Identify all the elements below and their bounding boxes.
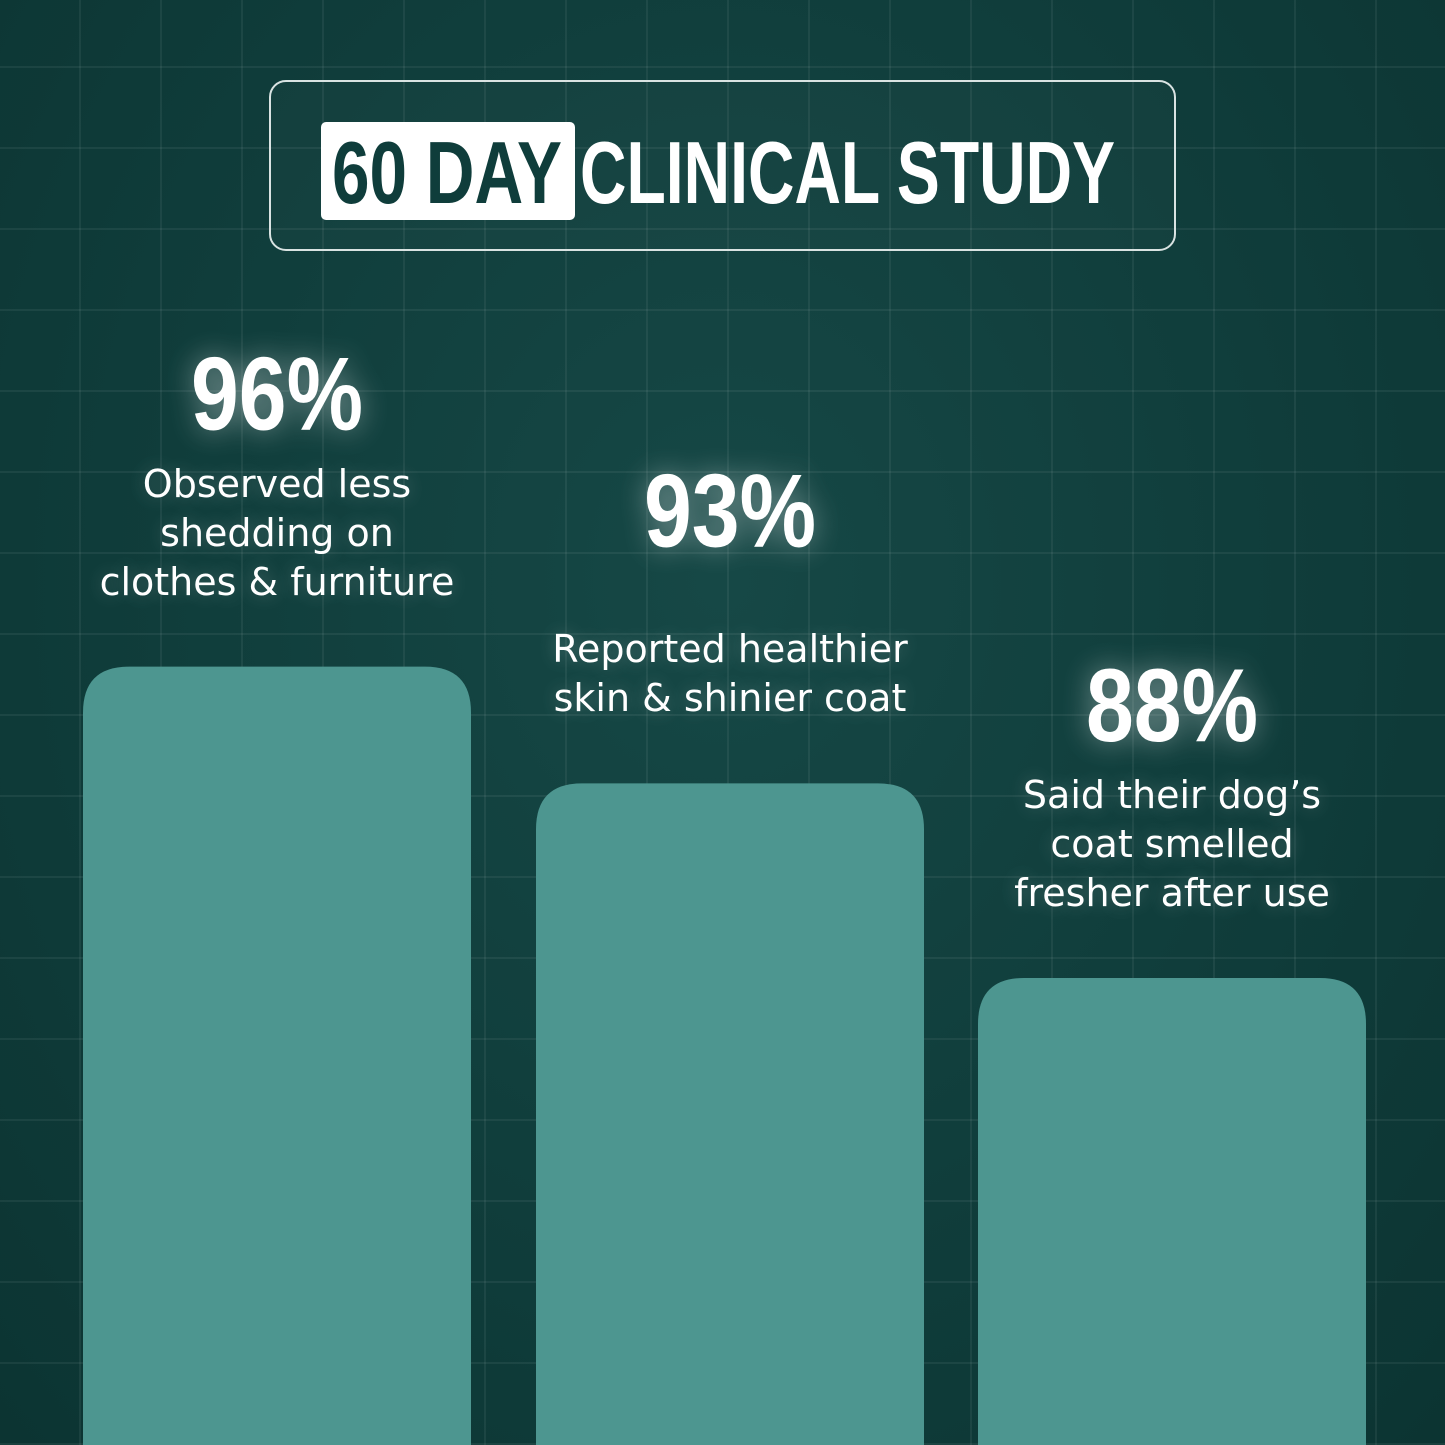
value-label: 96% (191, 337, 363, 453)
category-label: Said their dog’s coat smelled fresher af… (1014, 773, 1330, 915)
value-label: 93% (644, 453, 816, 569)
bar (978, 978, 1366, 1445)
chart-title: CLINICAL STUDY (580, 123, 1115, 222)
bar (83, 666, 471, 1445)
title-highlight-box (321, 122, 575, 220)
category-label: Reported healthier skin & shinier coat (552, 627, 908, 721)
title-frame (269, 80, 1176, 251)
value-label: 88% (1086, 648, 1258, 764)
title-highlight: 60 DAY (332, 123, 562, 222)
bar (536, 783, 924, 1445)
category-label: Observed less shedding on clothes & furn… (99, 461, 455, 604)
